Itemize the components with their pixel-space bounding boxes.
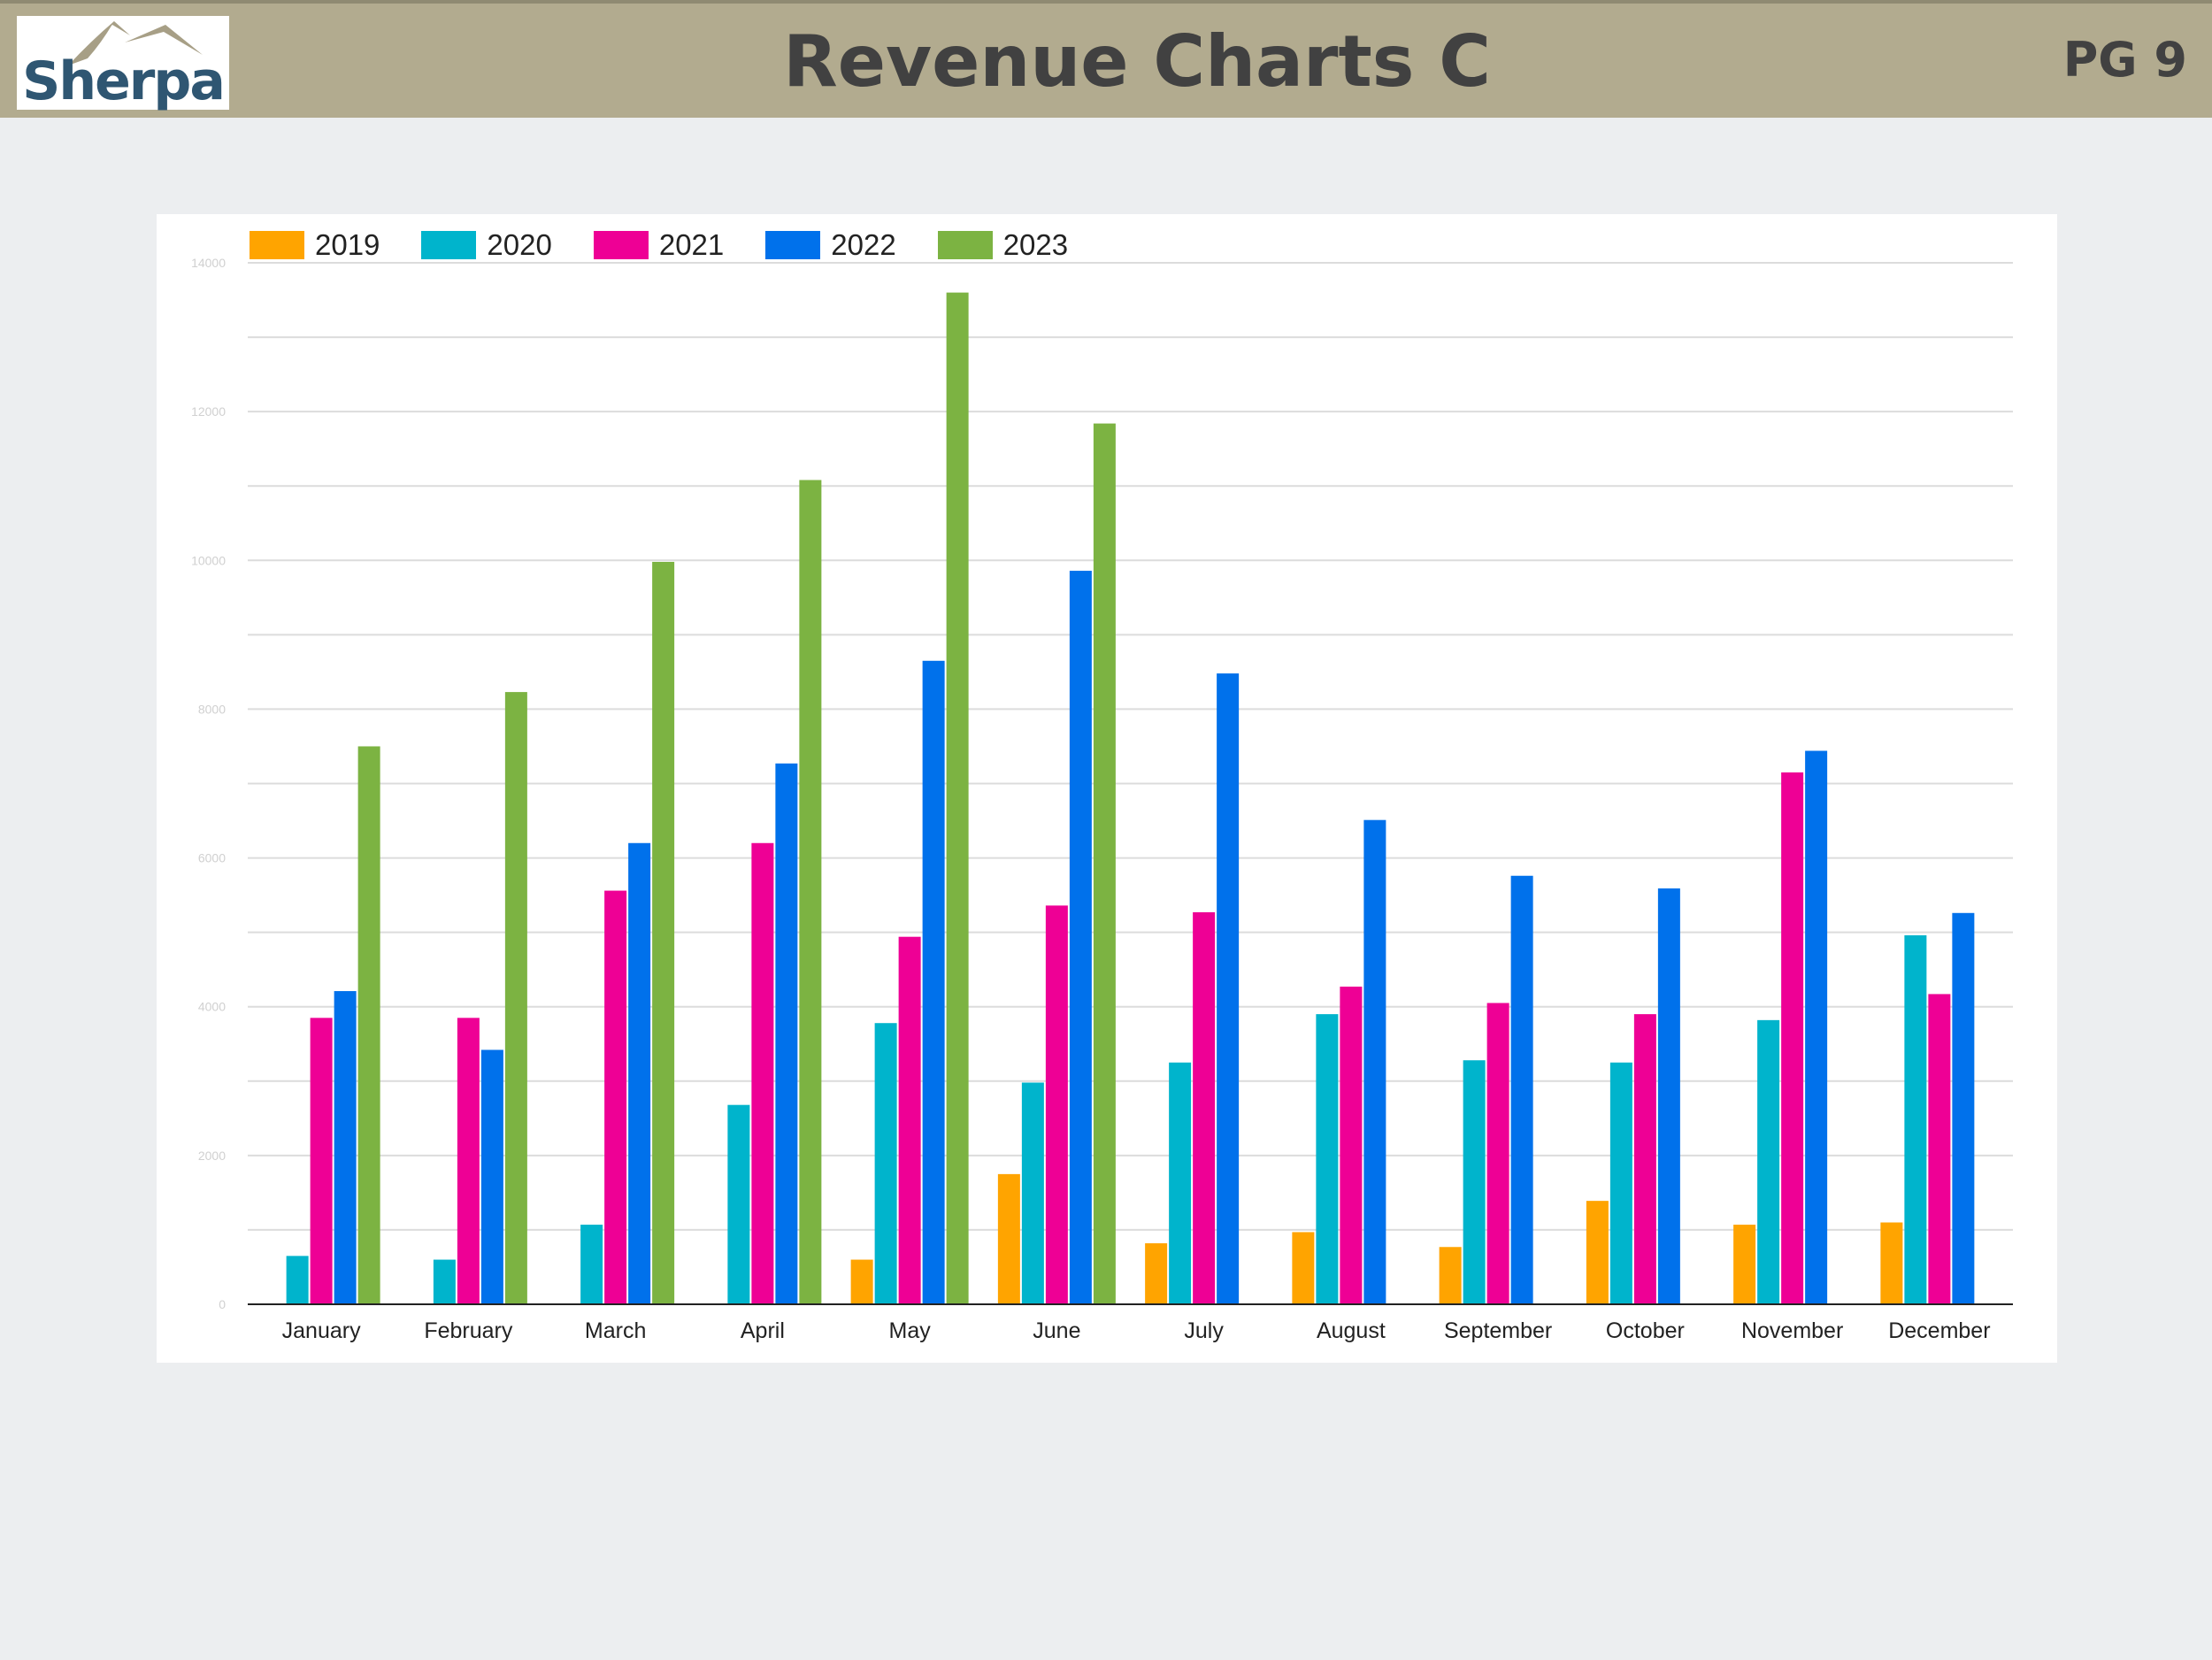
bar-2020-march xyxy=(580,1225,603,1304)
page-title: Revenue Charts C xyxy=(783,20,1491,103)
page-header: Sherpa Revenue Charts C PG 9 xyxy=(0,0,2212,118)
bar-2020-august xyxy=(1316,1014,1339,1304)
bar-2021-march xyxy=(604,890,627,1304)
bar-2022-september xyxy=(1510,875,1533,1304)
chart-plot-area: 0 2000 4000 6000 8000 10000 12000 14000 January F… xyxy=(191,256,2013,1343)
y-tick-label: 4000 xyxy=(198,1000,226,1014)
bar-2021-july xyxy=(1193,911,1216,1304)
bar-2021-june xyxy=(1045,905,1068,1304)
chart-legend: 2019 2020 2021 2022 2023 xyxy=(250,223,1110,267)
y-tick-label: 10000 xyxy=(191,553,226,567)
legend-item: 2019 xyxy=(250,228,380,262)
x-tick-label: November xyxy=(1741,1318,1843,1343)
legend-swatch xyxy=(421,231,477,259)
legend-label: 2020 xyxy=(487,228,552,261)
bar-2021-april xyxy=(751,842,774,1304)
bar-2023-may xyxy=(946,292,969,1305)
bar-2022-march xyxy=(628,842,651,1304)
x-tick-label: June xyxy=(1033,1318,1080,1343)
bar-2022-june xyxy=(1069,571,1092,1304)
x-tick-label: December xyxy=(1888,1318,1990,1343)
x-tick-label: August xyxy=(1317,1318,1386,1343)
legend-swatch xyxy=(765,231,821,259)
bar-2020-december xyxy=(1904,935,1927,1304)
bar-2019-june xyxy=(997,1173,1020,1304)
bar-2021-november xyxy=(1781,772,1804,1304)
x-tick-label: April xyxy=(741,1318,785,1343)
bar-2022-december xyxy=(1952,912,1975,1304)
bar-2020-may xyxy=(874,1023,897,1304)
bar-2023-april xyxy=(799,480,822,1304)
bar-2019-september xyxy=(1439,1247,1462,1304)
legend-item: 2020 xyxy=(421,228,552,262)
legend-label: 2023 xyxy=(1002,228,1069,261)
bar-2020-january xyxy=(286,1256,309,1304)
bar-2022-november xyxy=(1805,750,1828,1304)
y-tick-label: 2000 xyxy=(198,1149,226,1163)
y-tick-label: 14000 xyxy=(191,256,226,270)
legend-swatch xyxy=(937,231,993,259)
x-tick-label: October xyxy=(1606,1318,1685,1343)
x-tick-label: January xyxy=(282,1318,361,1343)
mountain-logo-icon xyxy=(68,21,203,65)
legend-swatch xyxy=(593,231,649,259)
bar-2019-august xyxy=(1292,1232,1315,1304)
bar-2021-january xyxy=(310,1018,333,1304)
bar-2020-april xyxy=(727,1104,750,1304)
bar-2020-september xyxy=(1463,1060,1486,1304)
x-tick-label: September xyxy=(1444,1318,1552,1343)
y-tick-label: 0 xyxy=(219,1297,226,1311)
bar-2022-august xyxy=(1363,819,1386,1304)
bar-2021-february xyxy=(457,1018,480,1304)
bar-2021-august xyxy=(1340,987,1363,1304)
bar-2022-february xyxy=(480,1049,503,1304)
y-tick-label: 8000 xyxy=(198,702,226,716)
page-number: PG 9 xyxy=(2062,32,2187,88)
bar-2023-june xyxy=(1093,423,1116,1304)
y-tick-label: 6000 xyxy=(198,851,226,865)
bar-2020-october xyxy=(1609,1062,1632,1304)
bar-2019-july xyxy=(1145,1243,1168,1304)
bar-2019-november xyxy=(1733,1225,1756,1304)
bar-2022-may xyxy=(922,660,945,1304)
bar-2020-july xyxy=(1169,1062,1192,1304)
sherpa-logo: Sherpa xyxy=(17,16,229,110)
bar-2019-may xyxy=(850,1259,873,1304)
bar-2020-june xyxy=(1021,1082,1044,1304)
legend-label: 2019 xyxy=(315,228,380,261)
legend-item: 2021 xyxy=(593,228,725,262)
bar-2023-march xyxy=(652,561,675,1304)
legend-item: 2022 xyxy=(765,228,896,262)
bar-2021-september xyxy=(1486,1003,1509,1304)
legend-swatch xyxy=(250,231,304,259)
bar-2022-july xyxy=(1217,673,1240,1304)
bar-2022-april xyxy=(775,763,798,1304)
bar-2019-october xyxy=(1586,1201,1609,1304)
y-tick-label: 12000 xyxy=(191,404,226,419)
legend-label: 2021 xyxy=(658,228,725,261)
logo-text: Sherpa xyxy=(22,50,226,112)
revenue-chart: 0 2000 4000 6000 8000 10000 12000 14000 January F… xyxy=(157,214,2057,1363)
bar-2020-february xyxy=(433,1259,456,1304)
bar-2021-december xyxy=(1928,994,1951,1304)
legend-item: 2023 xyxy=(937,228,1069,262)
bar-2023-january xyxy=(357,746,380,1304)
x-tick-label: February xyxy=(424,1318,513,1343)
bar-2021-may xyxy=(898,936,921,1304)
x-tick-label: March xyxy=(585,1318,646,1343)
bar-2022-october xyxy=(1657,888,1680,1304)
bar-2023-february xyxy=(504,692,527,1304)
bar-2022-january xyxy=(334,991,357,1304)
bar-2019-december xyxy=(1880,1222,1903,1304)
x-tick-label: May xyxy=(889,1318,932,1343)
bar-2021-october xyxy=(1633,1014,1656,1304)
x-tick-label: July xyxy=(1184,1318,1224,1343)
legend-label: 2022 xyxy=(831,228,896,261)
bar-2020-november xyxy=(1757,1019,1780,1304)
